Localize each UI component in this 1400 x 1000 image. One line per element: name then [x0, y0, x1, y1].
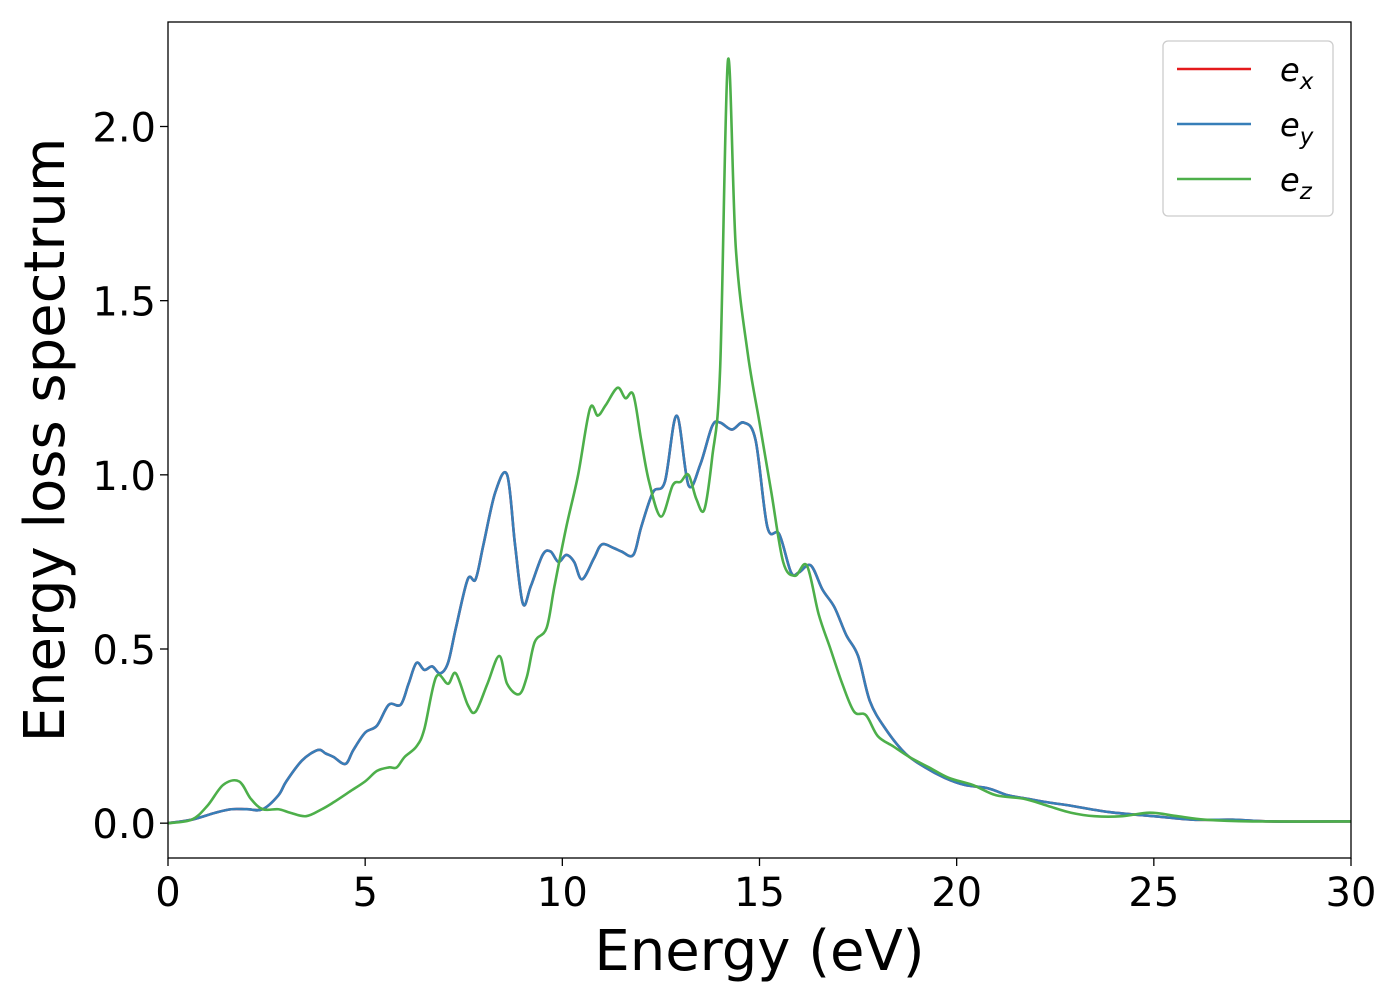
x-tick-label: 15 [734, 870, 785, 916]
y-tick-label: 1.5 [92, 280, 156, 326]
x-axis-title: Energy (eV) [594, 919, 924, 984]
y-tick-label: 1.0 [92, 454, 156, 500]
x-tick-label: 25 [1128, 870, 1179, 916]
legend-label-e_z: ez [1280, 161, 1313, 205]
y-axis-title: Energy loss spectrum [13, 138, 78, 743]
series-line-e_y [168, 414, 1351, 825]
x-tick-label: 20 [931, 870, 982, 916]
y-tick-label: 0.0 [92, 802, 156, 848]
x-tick-label: 0 [155, 870, 180, 916]
legend-box [1162, 40, 1334, 217]
y-tick-label: 2.0 [92, 106, 156, 152]
series-line-e_z [168, 57, 1351, 825]
x-tick-label: 10 [537, 870, 588, 916]
legend-label-e_y: ey [1280, 106, 1314, 150]
x-tick-label: 5 [352, 870, 377, 916]
legend-label-e_x: ex [1280, 51, 1314, 95]
y-tick-label: 0.5 [92, 628, 156, 674]
x-tick-label: 30 [1326, 870, 1377, 916]
